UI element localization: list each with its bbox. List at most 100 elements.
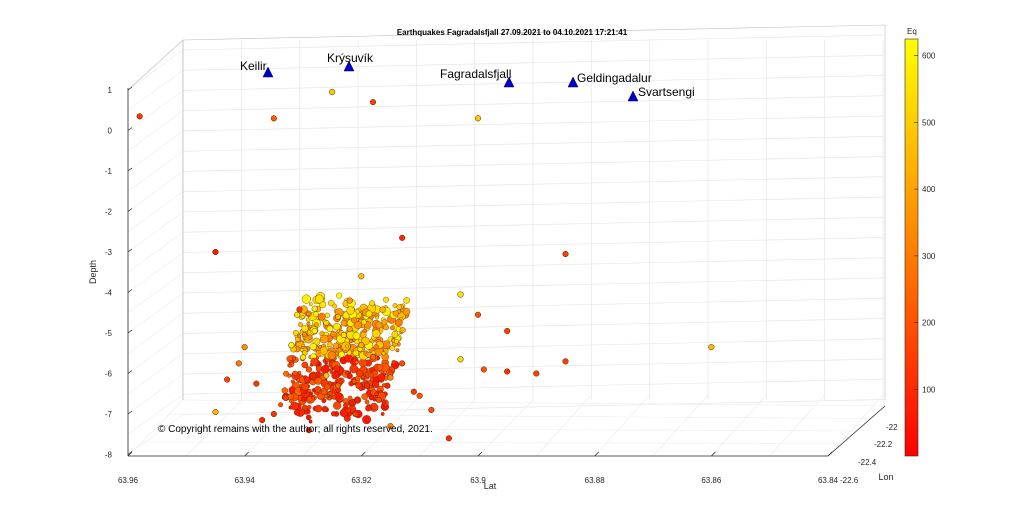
quake-point [400,327,406,333]
lon-tick-label: -22.2 [874,440,893,449]
quake-point [353,350,359,356]
quake-point [271,411,277,417]
quake-point [374,344,379,349]
quake-point [307,397,312,402]
quake-point [373,381,379,387]
quake-point [306,367,312,373]
grid-line-side [128,151,183,191]
quake-point [213,409,219,415]
quake-point [446,436,452,442]
quake-point [393,303,397,307]
quake-point [291,380,295,384]
quake-point [306,415,311,420]
quake-point [330,331,336,337]
quake-point [334,366,340,372]
quake-point [399,235,405,241]
quake-point [359,274,365,280]
quake-point [504,369,510,375]
quake-point [353,411,359,417]
quake-point [382,401,386,405]
quake-point [392,331,398,337]
quake-point [331,411,336,416]
quake-point [709,344,715,350]
quake-point [429,407,435,413]
grid-line-side [128,91,183,131]
quake-point [291,402,299,410]
quake-point [369,301,374,306]
quake-point [242,344,248,350]
quake-point [300,348,303,351]
quake-point [294,410,300,416]
quake-point [376,397,382,403]
lat-tick-label: 63.92 [351,476,372,485]
quake-point [475,312,481,318]
quake-point [341,320,347,326]
quake-point [349,339,353,343]
grid-line-floor [478,400,533,456]
lat-tick [361,452,365,456]
lon-tick-label: -22 [886,423,898,432]
site-label: Fagradalsfjall [440,67,511,81]
quake-point [382,383,386,387]
quake-point [375,316,378,319]
quake-point [350,402,354,406]
quake-point [347,326,353,332]
lon-axis-label: Lon [878,472,893,482]
quake-point [254,381,260,387]
quake-point [332,395,336,399]
quake-point [563,359,569,365]
site-label: Keilir [240,59,267,73]
grid-line-side [128,50,183,90]
quake-point [302,295,311,304]
grid-line-side [128,232,183,272]
quake-point [370,367,375,372]
quake-point [329,89,335,95]
quake-point [322,398,326,402]
quake-point [370,355,376,361]
lon-tick-label: -22.6 [840,476,859,485]
depth-tick [128,168,132,171]
quake-point [315,378,322,385]
colorbar [905,39,918,456]
quake-point [308,335,313,340]
quake-point [390,326,394,330]
quake-point [397,305,402,310]
quake-point [458,357,464,363]
quake-point [271,116,277,122]
quake-point [328,351,336,359]
quake-point [361,320,366,325]
quake-point [347,307,355,315]
depth-tick-label: -8 [105,451,113,460]
quake-point [393,310,399,316]
grid-line-side [128,354,183,394]
depth-tick [128,209,132,212]
quake-point [300,355,306,361]
quake-point [382,319,388,325]
quake-point [283,371,288,376]
colorbar-tick-label: 100 [922,385,936,394]
depth-tick [128,371,132,374]
quake-point [563,251,569,257]
grid-line-floor [183,400,885,406]
quake-point [294,312,300,318]
quake-point [355,398,360,403]
depth-tick [128,249,132,252]
quake-point [301,315,304,318]
lat-tick [478,452,482,456]
lat-tick-label: 63.86 [701,476,722,485]
quake-point [345,345,348,348]
quake-point [364,383,370,389]
quake-point [282,387,288,393]
quake-point [322,406,328,412]
quake-point [311,358,319,366]
quake-point [377,364,383,370]
quake-point [293,330,298,335]
depth-tick-label: -5 [105,329,113,338]
quake-point [333,343,339,349]
grid-line-side [128,293,183,333]
lat-tick-label: 63.84 [818,476,839,485]
quake-point [346,408,351,413]
quake-point [388,375,394,381]
lat-tick-label: 63.96 [118,476,139,485]
quake-point [403,308,410,315]
